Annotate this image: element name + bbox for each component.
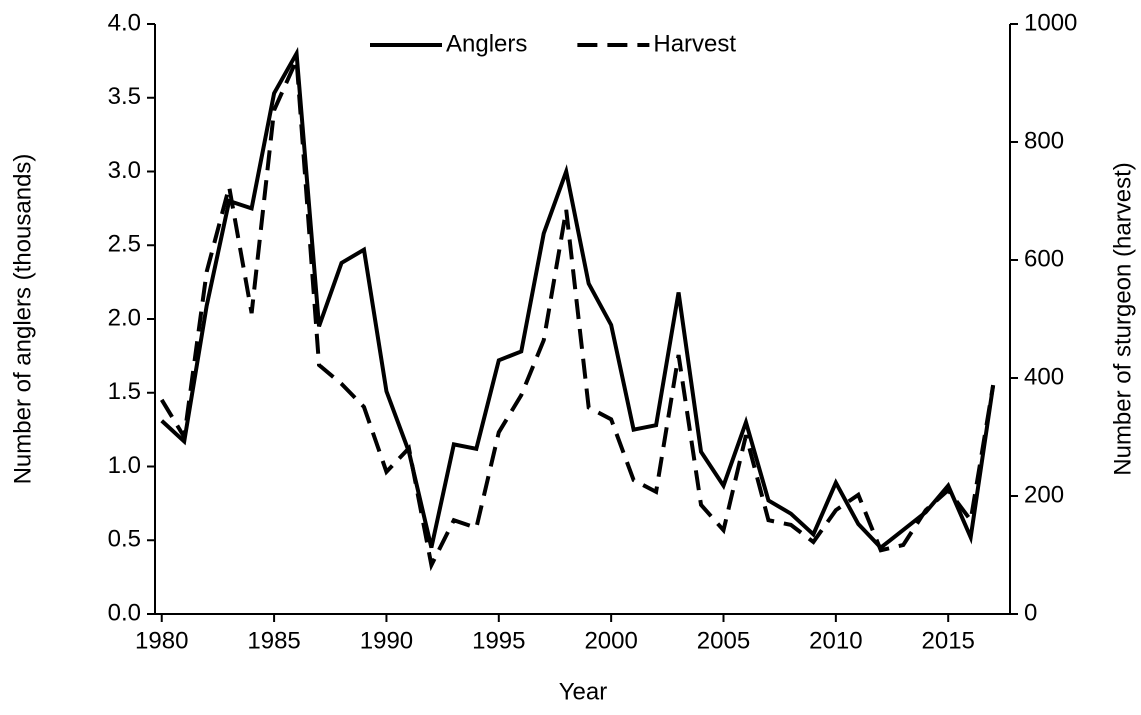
y-axis-label: Number of anglers (thousands) [9,154,36,485]
y2-tick-label: 200 [1024,481,1064,508]
legend-label: Anglers [446,30,527,57]
y-tick-label: 0.5 [108,526,141,553]
x-tick-label: 2015 [922,627,975,654]
y-tick-label: 3.0 [108,157,141,184]
y-tick-label: 2.0 [108,304,141,331]
series-line [160,59,996,572]
x-tick-label: 1995 [472,627,525,654]
y2-tick-label: 0 [1024,599,1037,626]
y-tick-label: 0.0 [108,599,141,626]
x-tick-label: 1985 [247,627,300,654]
x-tick-label: 2010 [809,627,862,654]
y-tick-label: 1.5 [108,378,141,405]
y-tick-label: 3.5 [108,83,141,110]
y2-axis-label: Number of sturgeon (harvest) [1109,162,1136,475]
x-tick-label: 2005 [697,627,750,654]
x-tick-label: 1980 [135,627,188,654]
x-tick-label: 1990 [360,627,413,654]
y-tick-label: 2.5 [108,231,141,258]
y2-tick-label: 600 [1024,245,1064,272]
y2-tick-label: 400 [1024,363,1064,390]
y2-tick-label: 1000 [1024,9,1077,36]
y2-tick-label: 800 [1024,127,1064,154]
y-tick-label: 4.0 [108,9,141,36]
x-tick-label: 2000 [584,627,637,654]
legend-label: Harvest [653,30,736,57]
y-tick-label: 1.0 [108,452,141,479]
x-axis-label: Year [559,678,608,705]
